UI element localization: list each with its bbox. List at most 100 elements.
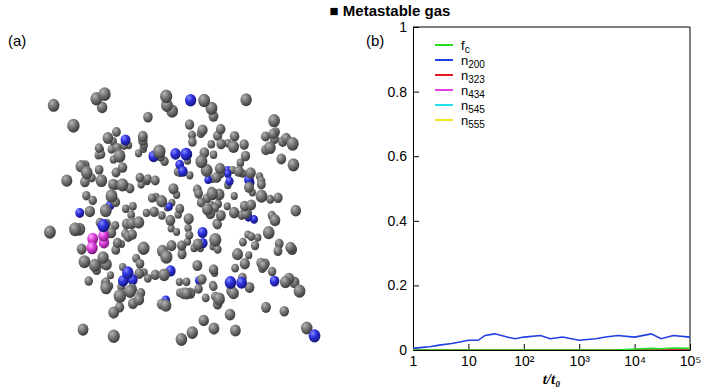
particle <box>274 246 283 256</box>
y-tick-mark <box>413 92 419 93</box>
particle <box>98 87 110 101</box>
particle <box>151 176 160 186</box>
particle <box>160 299 171 311</box>
particle <box>106 189 118 202</box>
particle <box>280 276 291 288</box>
particle <box>96 174 108 187</box>
y-tick-mark <box>413 156 419 157</box>
particle <box>230 131 240 142</box>
particle <box>134 294 145 306</box>
particle <box>117 178 129 191</box>
title: ■ Metastable gas <box>330 2 451 19</box>
particle <box>143 112 153 123</box>
x-tick-label: 1 <box>410 353 418 369</box>
particle <box>122 205 130 213</box>
particle <box>185 119 194 129</box>
particle <box>206 187 217 200</box>
particle <box>198 227 208 238</box>
y-tick-label: 0.2 <box>388 277 408 293</box>
x-tick-mark <box>690 344 691 350</box>
y-tick: 0.6 <box>388 148 419 164</box>
x-tick-mark <box>579 344 580 350</box>
x-tick: 10 <box>461 344 477 369</box>
particle <box>151 270 160 280</box>
legend-label: n555 <box>461 113 485 130</box>
particle <box>268 267 277 277</box>
particle <box>263 226 275 239</box>
particle <box>114 149 126 162</box>
particle <box>136 259 145 269</box>
series-line <box>413 348 690 350</box>
particle <box>251 241 259 250</box>
x-tick-mark <box>524 344 525 350</box>
particle <box>185 94 196 106</box>
particle <box>176 278 183 286</box>
particle <box>192 260 202 271</box>
particle <box>236 277 247 289</box>
particle <box>113 238 122 248</box>
particle <box>97 219 109 232</box>
y-tick: 0.2 <box>388 277 419 293</box>
particle <box>216 210 226 221</box>
particle <box>225 177 233 186</box>
particle <box>100 282 111 295</box>
particle <box>95 143 104 153</box>
legend-swatch <box>435 59 453 61</box>
particle <box>180 148 191 161</box>
y-tick-mark <box>413 285 419 286</box>
legend-swatch <box>435 74 453 76</box>
particle <box>67 119 79 133</box>
particle <box>239 139 248 149</box>
particle <box>159 269 170 282</box>
particle <box>170 148 180 160</box>
particle <box>143 209 150 217</box>
legend-swatch <box>435 89 453 91</box>
particle <box>240 258 250 269</box>
particle <box>247 232 255 241</box>
particle <box>84 276 93 286</box>
particle <box>209 264 218 275</box>
particle <box>108 330 120 343</box>
particle <box>160 250 172 264</box>
particle <box>136 173 145 183</box>
particle <box>185 231 193 240</box>
particle <box>204 176 212 184</box>
y-axis: 00.20.40.60.81 <box>388 19 419 358</box>
y-tick-mark <box>413 27 419 28</box>
particle <box>280 306 289 317</box>
particle <box>268 114 280 127</box>
particle <box>273 193 282 203</box>
particle <box>158 211 166 220</box>
particle <box>224 202 231 210</box>
particle <box>197 274 206 285</box>
particle <box>195 155 207 168</box>
particle <box>187 326 198 339</box>
particle <box>176 333 188 346</box>
particle <box>75 208 84 218</box>
particle <box>103 132 114 144</box>
particle <box>178 166 188 177</box>
particle <box>294 285 306 298</box>
particle <box>78 324 89 336</box>
particle <box>276 153 286 164</box>
particle <box>138 131 148 142</box>
particle <box>95 165 104 175</box>
particle <box>48 99 60 112</box>
x-tick: 10³ <box>570 344 591 369</box>
particle <box>100 204 112 217</box>
particle <box>209 282 217 291</box>
x-tick-mark <box>468 344 469 350</box>
panel-label: (a) <box>8 32 26 49</box>
particle <box>149 207 158 218</box>
lines <box>413 334 690 350</box>
particle <box>244 182 254 193</box>
particle <box>193 239 203 250</box>
particle <box>268 129 277 139</box>
particle <box>254 234 261 242</box>
particle <box>285 242 295 253</box>
particle <box>261 302 271 313</box>
particle <box>256 190 268 203</box>
particle <box>81 166 93 179</box>
particle <box>288 158 300 171</box>
x-axis-line <box>414 350 691 351</box>
